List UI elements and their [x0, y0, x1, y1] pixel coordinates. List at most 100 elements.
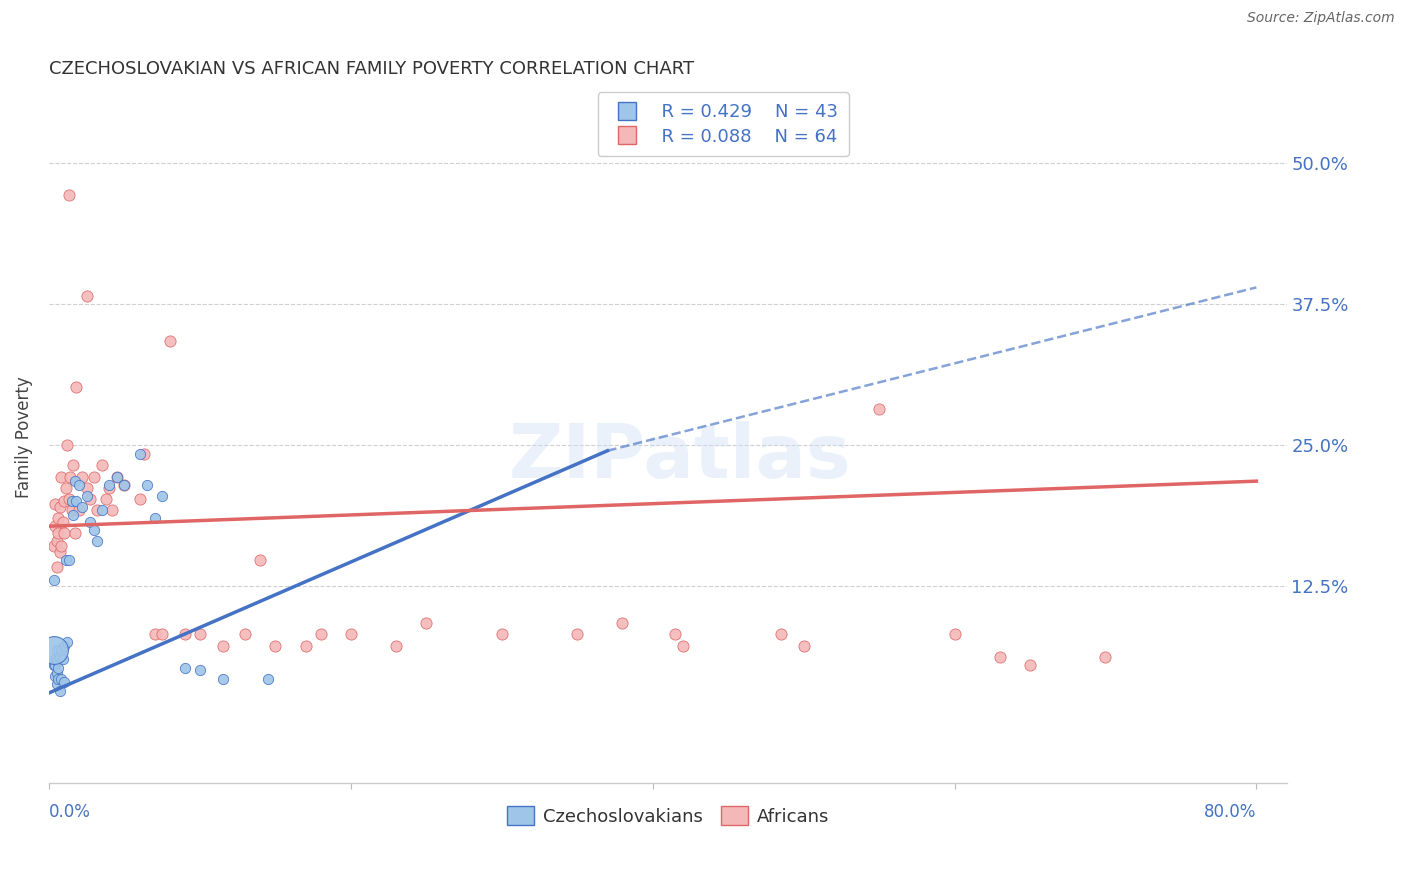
Point — [46, 673, 69, 687]
Point — [793, 639, 815, 653]
Point — [55, 481, 77, 495]
Point — [48, 683, 70, 698]
Point — [101, 503, 124, 517]
Point — [59, 469, 82, 483]
Point — [173, 661, 195, 675]
Point — [67, 503, 90, 517]
Point — [159, 334, 181, 349]
Point — [96, 492, 118, 507]
Point — [128, 492, 150, 507]
Text: ZIPatlas: ZIPatlas — [509, 421, 852, 494]
Point — [114, 477, 136, 491]
Point — [233, 627, 256, 641]
Point — [309, 627, 332, 641]
Point — [58, 492, 80, 507]
Point — [79, 492, 101, 507]
Point — [98, 477, 121, 491]
Text: CZECHOSLOVAKIAN VS AFRICAN FAMILY POVERTY CORRELATION CHART: CZECHOSLOVAKIAN VS AFRICAN FAMILY POVERT… — [49, 60, 695, 78]
Point — [46, 525, 69, 540]
Point — [49, 469, 72, 483]
Point — [45, 654, 67, 668]
Point — [211, 639, 233, 653]
Point — [136, 477, 159, 491]
Point — [415, 616, 437, 631]
Point — [60, 494, 83, 508]
Point — [48, 545, 70, 559]
Point — [44, 657, 66, 672]
Point — [188, 627, 211, 641]
Point — [49, 540, 72, 554]
Point — [612, 616, 634, 631]
Point — [672, 639, 695, 653]
Point — [44, 669, 66, 683]
Point — [42, 540, 65, 554]
Point — [44, 497, 66, 511]
Point — [491, 627, 513, 641]
Point — [150, 627, 173, 641]
Point — [53, 674, 76, 689]
Point — [62, 458, 84, 473]
Point — [63, 474, 86, 488]
Point — [53, 525, 76, 540]
Point — [67, 477, 90, 491]
Point — [76, 289, 98, 303]
Point — [63, 525, 86, 540]
Point — [45, 533, 67, 548]
Point — [256, 673, 278, 687]
Point — [45, 677, 67, 691]
Text: Source: ZipAtlas.com: Source: ZipAtlas.com — [1247, 11, 1395, 25]
Point — [294, 639, 316, 653]
Point — [83, 469, 105, 483]
Text: 0.0%: 0.0% — [49, 804, 91, 822]
Point — [53, 494, 76, 508]
Point — [46, 511, 69, 525]
Point — [42, 657, 65, 672]
Point — [86, 533, 108, 548]
Point — [132, 447, 155, 461]
Point — [79, 515, 101, 529]
Point — [90, 503, 112, 517]
Point — [105, 469, 128, 483]
Point — [65, 379, 87, 393]
Point — [60, 503, 83, 517]
Point — [55, 553, 77, 567]
Point — [42, 574, 65, 588]
Point — [769, 627, 792, 641]
Point — [988, 649, 1011, 664]
Point — [65, 494, 87, 508]
Point — [53, 639, 76, 653]
Point — [58, 553, 80, 567]
Point — [264, 639, 287, 653]
Point — [45, 643, 67, 657]
Point — [211, 673, 233, 687]
Point — [567, 627, 589, 641]
Point — [56, 438, 79, 452]
Point — [46, 661, 69, 675]
Point — [70, 469, 93, 483]
Y-axis label: Family Poverty: Family Poverty — [15, 376, 32, 498]
Point — [51, 515, 73, 529]
Point — [943, 627, 966, 641]
Point — [48, 500, 70, 514]
Point — [76, 481, 98, 495]
Point — [105, 469, 128, 483]
Point — [58, 188, 80, 202]
Point — [56, 635, 79, 649]
Point — [868, 402, 890, 417]
Point — [45, 665, 67, 680]
Point — [90, 458, 112, 473]
Point — [249, 553, 271, 567]
Point — [49, 673, 72, 687]
Point — [49, 643, 72, 657]
Point — [150, 489, 173, 503]
Point — [114, 477, 136, 491]
Point — [664, 627, 686, 641]
Point — [143, 511, 166, 525]
Point — [173, 627, 195, 641]
Point — [51, 652, 73, 666]
Point — [44, 652, 66, 666]
Point — [45, 559, 67, 574]
Point — [1094, 649, 1116, 664]
Point — [42, 643, 65, 657]
Point — [62, 508, 84, 522]
